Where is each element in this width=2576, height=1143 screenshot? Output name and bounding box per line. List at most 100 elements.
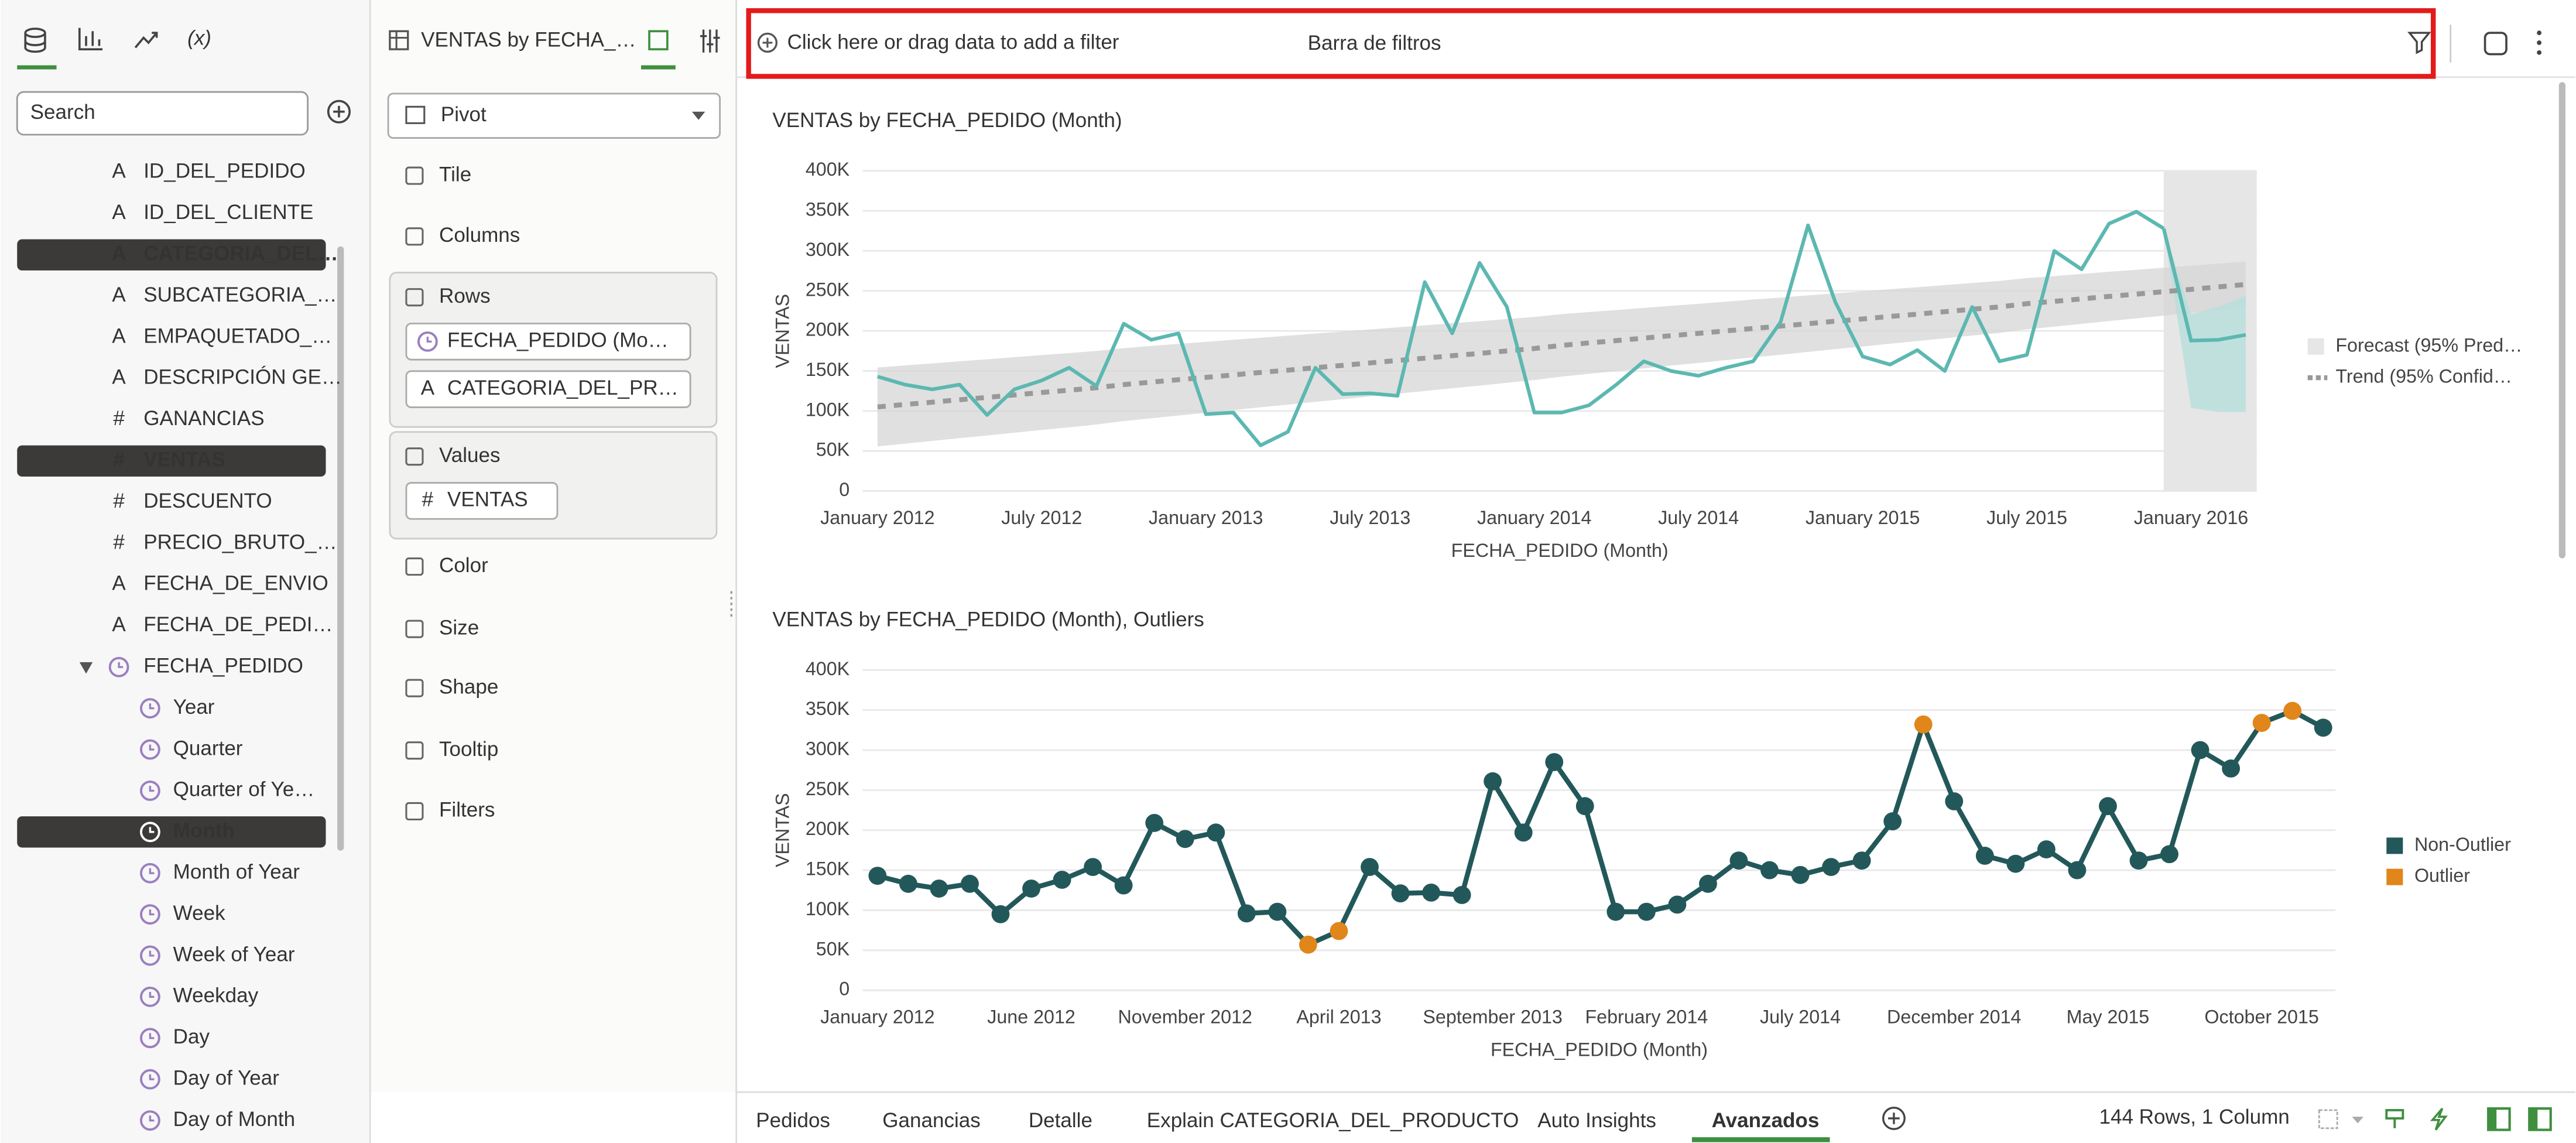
point-marker[interactable] [2160, 845, 2178, 864]
point-marker[interactable] [2191, 741, 2210, 759]
canvas-tab[interactable]: Explain CATEGORIA_DEL_PRODUCTO [1147, 1109, 1519, 1132]
point-marker[interactable] [1145, 813, 1164, 832]
settings-icon[interactable] [2483, 32, 2508, 56]
point-marker[interactable] [1022, 880, 1040, 898]
pill[interactable] [405, 370, 691, 408]
data-element[interactable]: CATEGORIA_DEL… [143, 242, 338, 265]
section-label[interactable]: Filters [439, 799, 495, 822]
search-box[interactable] [16, 91, 309, 136]
point-marker[interactable] [1453, 886, 1471, 904]
point-marker[interactable] [991, 905, 1010, 923]
section-label[interactable]: Size [439, 616, 479, 639]
layout-icon[interactable] [2318, 1109, 2338, 1130]
point-marker[interactable] [1729, 851, 1748, 870]
lightning-icon[interactable] [2430, 1107, 2448, 1131]
selected-row[interactable] [17, 445, 326, 477]
point-marker[interactable] [1791, 865, 1810, 884]
point-marker[interactable] [2222, 759, 2241, 778]
canvas-tab[interactable]: Pedidos [756, 1109, 830, 1132]
outlier-marker[interactable] [1330, 922, 1348, 940]
data-element[interactable]: Week [173, 902, 225, 925]
properties-icon[interactable] [700, 29, 720, 53]
grammar-tab-icon[interactable] [648, 30, 669, 50]
point-marker[interactable] [2068, 861, 2087, 880]
add-filter-icon[interactable] [757, 32, 778, 53]
data-element[interactable]: Year [173, 696, 215, 718]
point-marker[interactable] [1422, 883, 1440, 902]
data-element[interactable]: FECHA_PEDIDO [143, 654, 303, 677]
point-marker[interactable] [1237, 904, 1256, 923]
filter-icon[interactable] [2407, 32, 2431, 54]
point-marker[interactable] [2037, 840, 2056, 858]
point-marker[interactable] [1637, 902, 1656, 921]
point-marker[interactable] [1698, 874, 1717, 893]
canvas-tab[interactable]: Auto Insights [1537, 1109, 1656, 1132]
outlier-marker[interactable] [2252, 714, 2271, 732]
canvas-tab[interactable]: Ganancias [882, 1109, 981, 1132]
point-marker[interactable] [1484, 772, 1502, 790]
point-marker[interactable] [1391, 884, 1410, 903]
viz-type-dropdown[interactable] [387, 93, 721, 139]
point-marker[interactable] [2099, 797, 2117, 816]
data-element[interactable]: Month [173, 819, 235, 842]
data-element[interactable]: FECHA_DE_ENVIO [143, 572, 328, 595]
data-element[interactable]: DESCRIPCIÓN GE… [143, 366, 342, 389]
data-element[interactable]: GANANCIAS [143, 407, 264, 430]
point-marker[interactable] [899, 874, 917, 893]
point-marker[interactable] [1545, 753, 1564, 771]
point-marker[interactable] [1361, 858, 1379, 877]
section-label[interactable]: Shape [439, 675, 498, 698]
point-marker[interactable] [1575, 797, 1594, 816]
selected-row[interactable] [17, 239, 326, 271]
outlier-marker[interactable] [1914, 715, 1933, 734]
canvas-tab[interactable]: Detalle [1029, 1109, 1092, 1132]
point-marker[interactable] [1822, 858, 1840, 877]
outlier-marker[interactable] [1299, 935, 1317, 954]
menu-dot[interactable] [2537, 30, 2542, 36]
data-element[interactable]: VENTAS [143, 449, 225, 471]
section-label[interactable]: Color [439, 554, 488, 577]
point-marker[interactable] [2006, 854, 2025, 873]
function-icon[interactable]: (x) [187, 27, 211, 50]
point-marker[interactable] [1975, 847, 1994, 865]
add-button[interactable] [327, 100, 351, 124]
section-label[interactable]: Columns [439, 224, 520, 247]
point-marker[interactable] [1606, 902, 1625, 921]
analytics-icon[interactable] [134, 32, 158, 49]
data-element[interactable]: PRECIO_BRUTO_… [143, 531, 337, 553]
data-element[interactable]: Month of Year [173, 860, 300, 883]
point-marker[interactable] [868, 867, 887, 885]
data-element[interactable]: EMPAQUETADO_… [143, 324, 332, 347]
point-marker[interactable] [1668, 895, 1687, 914]
point-marker[interactable] [930, 880, 948, 898]
point-marker[interactable] [2129, 851, 2148, 870]
data-element[interactable]: Quarter [173, 737, 243, 759]
menu-dot[interactable] [2537, 40, 2542, 45]
section-label[interactable]: Values [439, 444, 501, 467]
section-label[interactable]: Rows [439, 285, 491, 307]
section-label[interactable]: Tooltip [439, 738, 498, 761]
data-element[interactable]: Day of Month [173, 1108, 295, 1131]
menu-dot[interactable] [2537, 50, 2542, 55]
filter-placeholder[interactable]: Click here or drag data to add a filter [787, 31, 1119, 54]
data-element[interactable]: Day of Year [173, 1066, 280, 1089]
point-marker[interactable] [961, 874, 979, 893]
point-marker[interactable] [2314, 718, 2332, 737]
pill[interactable] [405, 323, 691, 361]
selected-row[interactable] [17, 816, 326, 848]
data-element[interactable]: SUBCATEGORIA_… [143, 283, 337, 306]
brush-icon[interactable] [2385, 1108, 2404, 1128]
point-marker[interactable] [1514, 823, 1533, 842]
viz-icon[interactable] [78, 28, 103, 50]
data-element[interactable]: Quarter of Ye… [173, 778, 315, 801]
section-label[interactable]: Tile [439, 163, 471, 186]
point-marker[interactable] [1053, 871, 1071, 889]
point-marker[interactable] [1176, 830, 1194, 848]
point-marker[interactable] [1268, 902, 1287, 921]
data-element[interactable]: Week of Year [173, 943, 295, 966]
point-marker[interactable] [1084, 858, 1102, 877]
add-tab[interactable] [1882, 1107, 1906, 1130]
point-marker[interactable] [1114, 876, 1133, 895]
data-element[interactable]: FECHA_DE_PEDI… [143, 613, 333, 636]
point-marker[interactable] [1945, 792, 1964, 810]
